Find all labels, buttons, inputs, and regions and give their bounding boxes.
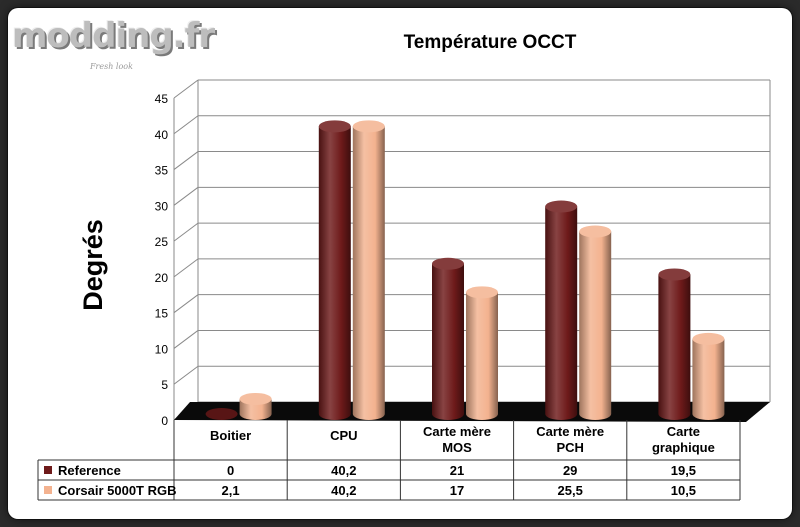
category-label: Carte mère MOS — [423, 424, 491, 455]
y-tick-label: 25 — [155, 235, 169, 249]
bar-corsair — [239, 392, 272, 421]
bar-body — [239, 398, 272, 421]
y-tick-label: 30 — [155, 199, 169, 213]
plot-area: 0 5 10 15 20 25 30 35 40 45 — [155, 79, 771, 428]
y-tick-label: 5 — [161, 378, 168, 392]
bar-body — [318, 126, 351, 421]
gridline-side — [173, 151, 199, 170]
gridline-side — [173, 186, 199, 206]
y-axis-title: Degrés — [78, 219, 108, 311]
gridline-side — [173, 330, 199, 349]
bar-corsair — [466, 286, 498, 420]
bar-reference — [205, 408, 238, 420]
bar-reference — [432, 257, 464, 420]
category-label: Carte mère PCH — [536, 424, 604, 455]
y-tick-label: 45 — [155, 92, 169, 106]
y-tick-label: 0 — [161, 414, 168, 428]
category-label: CPU — [330, 428, 357, 443]
data-label: 10,5 — [671, 483, 696, 498]
data-label: 40,2 — [331, 483, 356, 498]
bar-corsair — [692, 332, 725, 421]
bar-top — [318, 120, 351, 133]
bar-reference — [318, 120, 351, 421]
y-tick-label: 20 — [155, 271, 169, 285]
data-label: 17 — [450, 483, 464, 498]
legend-label: Corsair 5000T RGB — [58, 483, 177, 498]
bar-top — [692, 332, 725, 345]
data-label: 2,1 — [222, 483, 240, 498]
bar-top — [658, 268, 691, 281]
bar-body — [692, 338, 725, 421]
bar-top — [545, 200, 578, 213]
chart-title: Température OCCT — [404, 32, 577, 53]
gridline-side — [173, 294, 199, 314]
watermark-tagline: Fresh look — [90, 62, 133, 71]
chart-frame: modding.fr Fresh look Température OCCT D… — [8, 8, 792, 519]
y-tick-label: 15 — [155, 307, 169, 321]
bar-top — [466, 286, 498, 299]
data-label: 19,5 — [671, 463, 696, 478]
legend-label: Reference — [58, 463, 121, 478]
bar-body — [352, 126, 385, 421]
data-table: Boitier CPU Carte mère MOS Carte mère PCH Cart… — [37, 420, 741, 501]
category-label: Carte graphique — [652, 424, 715, 455]
data-label: 29 — [563, 463, 577, 478]
bar-body — [579, 231, 612, 421]
bar-corsair — [352, 120, 385, 421]
gridline-side — [173, 365, 199, 385]
gridline-side — [173, 79, 199, 99]
bar-body — [658, 274, 691, 421]
gridline-side — [173, 115, 199, 135]
bar-top — [579, 225, 612, 238]
bar-body — [545, 206, 578, 421]
y-tick-label: 40 — [155, 128, 169, 142]
legend-swatch — [44, 486, 52, 494]
bar-reference — [658, 268, 691, 421]
bar-top — [205, 408, 238, 420]
data-label: 40,2 — [331, 463, 356, 478]
y-tick-label: 35 — [155, 164, 169, 178]
data-label: 21 — [450, 463, 464, 478]
bar-top — [239, 392, 272, 405]
bar-top — [432, 257, 464, 270]
y-tick-label: 10 — [155, 342, 169, 356]
gridline-side — [173, 258, 199, 278]
bar-body — [466, 292, 498, 420]
gridline-side — [173, 222, 199, 242]
bar-reference — [545, 200, 578, 421]
bar-chart: Température OCCT Degrés 0 5 10 15 20 25 30 35 40… — [37, 32, 771, 501]
bar-top — [352, 120, 385, 133]
data-label: 25,5 — [558, 483, 583, 498]
bar-body — [432, 263, 464, 420]
data-label: 0 — [227, 463, 234, 478]
site-watermark: modding.fr — [12, 16, 215, 56]
category-label: Boitier — [210, 428, 251, 443]
legend-swatch — [44, 466, 52, 474]
bar-corsair — [579, 225, 612, 421]
